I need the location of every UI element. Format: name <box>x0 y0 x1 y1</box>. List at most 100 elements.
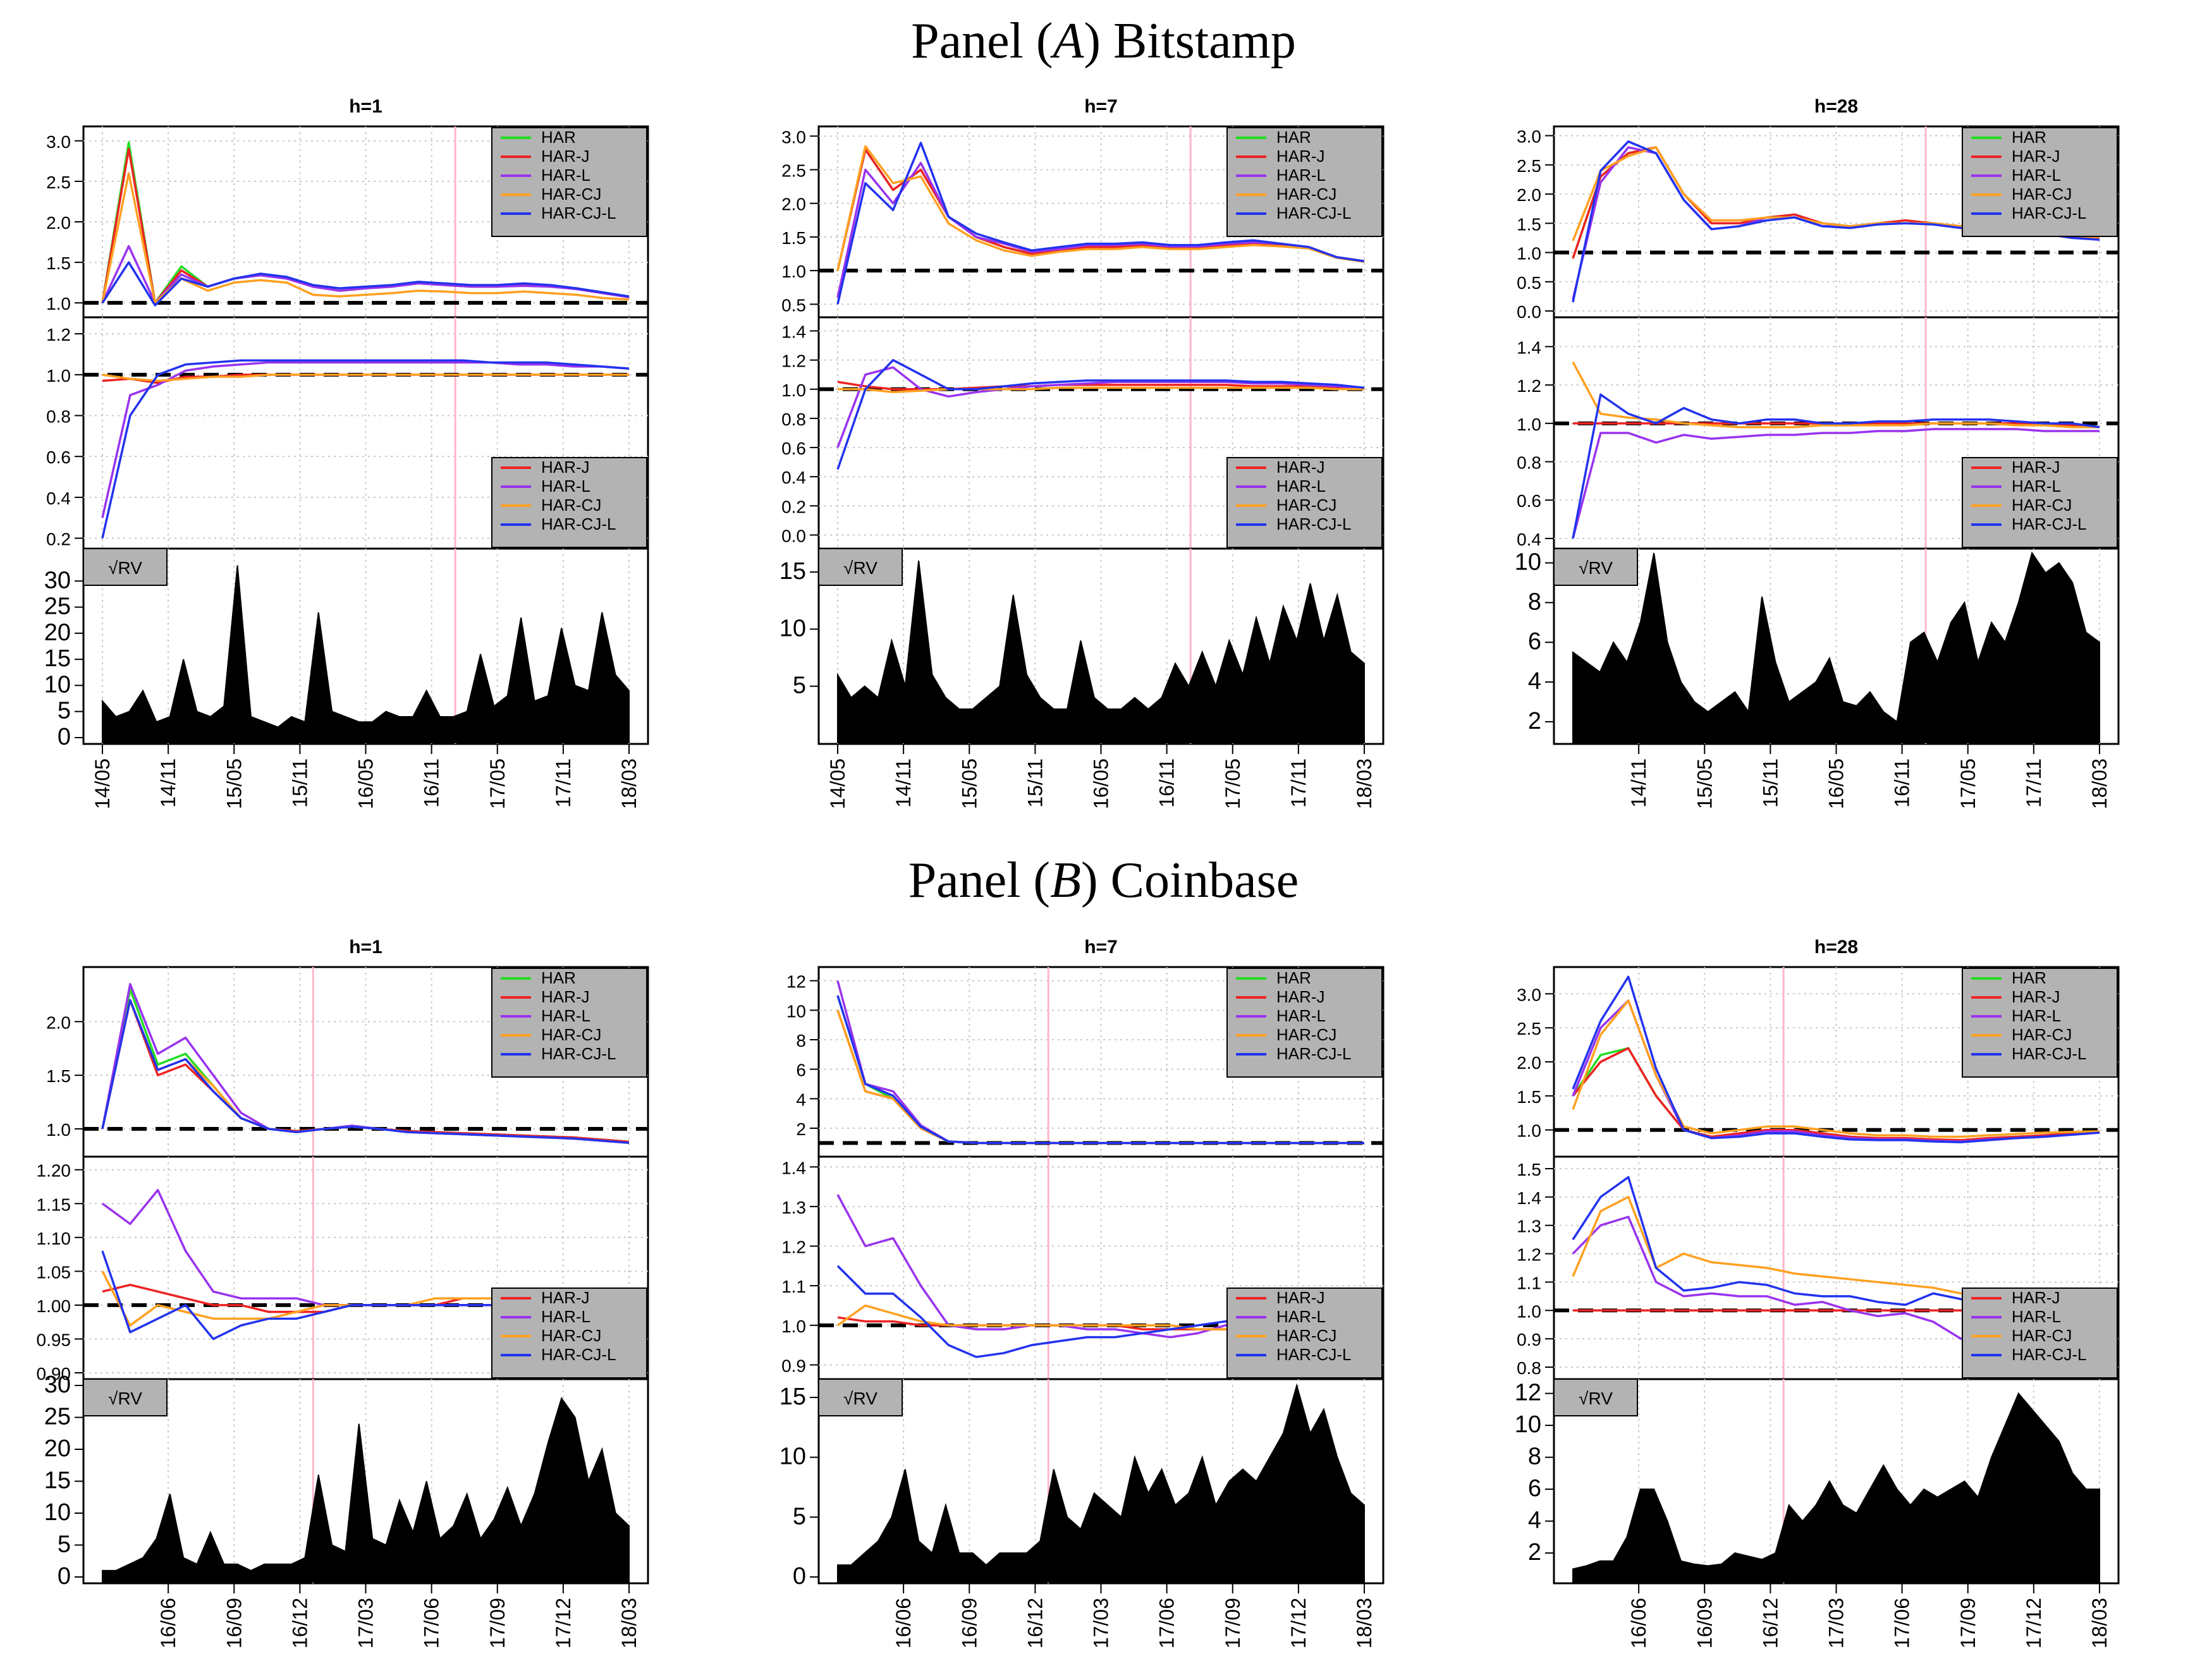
x-tick-label: 16/11 <box>1891 758 1914 808</box>
rv-label: √RV <box>1579 558 1613 578</box>
legend-label: HAR-J <box>1276 147 1325 166</box>
y-tick-label: 30 <box>44 567 71 593</box>
y-tick-label: 1.0 <box>46 1120 71 1140</box>
x-tick-label: 14/05 <box>91 758 114 809</box>
legend-label: HAR-CJ-L <box>2012 1345 2086 1364</box>
legend-box <box>1226 968 1383 1078</box>
legend-label: HAR-CJ <box>541 1326 601 1345</box>
x-tick-label: 15/05 <box>1693 758 1716 809</box>
series-har-l <box>1572 428 2100 539</box>
y-tick-label: 0.0 <box>781 526 806 545</box>
y-tick-label: 1.5 <box>1517 214 1541 234</box>
legend-box <box>491 127 647 237</box>
x-tick-label: 15/05 <box>958 758 981 809</box>
series-har-j <box>836 148 1365 271</box>
series-har-cj-l <box>101 999 630 1144</box>
rv-label: √RV <box>843 1389 877 1408</box>
legend-box <box>1226 1287 1383 1379</box>
legend-label: HAR <box>1276 968 1311 987</box>
legend-box <box>1226 127 1383 237</box>
bitstamp-h28-chart: h=280.00.51.01.52.02.53.0 HARHAR-JHAR-LHA… <box>1515 96 2120 809</box>
x-tick-label: 15/11 <box>1759 758 1782 808</box>
y-tick-label: 1.0 <box>46 294 71 313</box>
bitstamp-h1-chart: h=11.01.52.02.53.0 HARHAR-JHAR-LHAR-CJHAR… <box>44 96 649 809</box>
x-tick-label: 14/11 <box>1627 758 1650 808</box>
y-tick-label: 10 <box>1515 549 1541 576</box>
x-tick-label: 17/12 <box>2022 1598 2045 1648</box>
y-tick-label: 1.3 <box>781 1198 806 1217</box>
chart-title: h=7 <box>1084 937 1118 958</box>
y-tick-label: 3.0 <box>46 132 71 152</box>
legend-label: HAR <box>541 128 576 147</box>
y-tick-label: 6 <box>1528 628 1541 655</box>
y-tick-label: 0 <box>58 1563 71 1590</box>
legend-box <box>1962 1287 2118 1379</box>
y-tick-label: 12 <box>1515 1380 1541 1406</box>
y-tick-label: 12 <box>786 972 806 992</box>
legend-label: HAR-L <box>1276 166 1326 185</box>
x-tick-label: 16/05 <box>1090 758 1113 809</box>
x-tick-label: 17/09 <box>1957 1598 1979 1648</box>
x-tick-label: 17/03 <box>1825 1598 1848 1648</box>
y-tick-label: 1.4 <box>781 322 806 342</box>
y-tick-label: 1.1 <box>781 1277 806 1296</box>
y-tick-label: 0.2 <box>46 530 71 549</box>
bitstamp-h7-chart: h=70.51.01.52.02.53.0 HARHAR-JHAR-LHAR-CJ… <box>779 96 1385 809</box>
panel-b-prefix: Panel ( <box>908 853 1051 908</box>
legend-label: HAR-CJ <box>541 496 601 514</box>
y-tick-label: 20 <box>44 1435 71 1462</box>
x-tick-label: 16/06 <box>157 1598 180 1648</box>
chart-title: h=28 <box>1814 937 1858 958</box>
legend-label: HAR-CJ <box>1276 1326 1336 1345</box>
x-tick-label: 17/06 <box>1156 1598 1178 1648</box>
y-tick-label: 0 <box>58 724 71 750</box>
x-tick-label: 17/05 <box>486 758 509 809</box>
series-har-j <box>1572 1047 2100 1141</box>
chart-title: h=1 <box>349 937 382 958</box>
legend-label: HAR-J <box>2012 1288 2060 1307</box>
chart-title: h=7 <box>1084 96 1118 117</box>
y-tick-label: 25 <box>44 1404 71 1430</box>
x-tick-label: 16/06 <box>892 1598 915 1648</box>
x-tick-label: 17/09 <box>1221 1598 1244 1648</box>
panel-b-title: Panel (B) Coinbase <box>0 852 2207 910</box>
x-tick-label: 15/11 <box>1024 758 1046 808</box>
legend-label: HAR-J <box>541 458 590 477</box>
legend-label: HAR-L <box>2012 477 2061 496</box>
series-har-cj <box>101 172 630 304</box>
series-har-cj <box>838 386 1364 394</box>
legend-label: HAR-L <box>1276 1307 1326 1326</box>
y-tick-label: 2.0 <box>46 213 71 233</box>
y-tick-label: 0 <box>793 1563 806 1590</box>
legend-label: HAR-CJ-L <box>541 204 616 222</box>
y-tick-label: 30 <box>44 1372 71 1398</box>
y-tick-label: 2.5 <box>1517 156 1541 176</box>
x-tick-label: 14/05 <box>826 758 849 809</box>
x-tick-label: 16/11 <box>420 758 443 808</box>
legend-box <box>1962 457 2118 548</box>
legend-label: HAR-CJ <box>2012 185 2072 204</box>
y-tick-label: 0.90 <box>37 1364 71 1384</box>
legend-label: HAR-J <box>541 987 590 1006</box>
x-tick-label: 16/05 <box>1825 758 1848 809</box>
x-tick-label: 18/03 <box>618 1598 640 1648</box>
y-tick-label: 1.0 <box>1517 1121 1541 1141</box>
y-tick-label: 3.0 <box>1517 985 1541 1004</box>
y-tick-label: 5 <box>793 673 806 699</box>
y-tick-label: 10 <box>786 1001 806 1021</box>
y-tick-label: 0.6 <box>46 447 71 467</box>
rv-area <box>837 1383 1365 1583</box>
legend-label: HAR-L <box>541 1307 590 1326</box>
legend-label: HAR-J <box>1276 987 1325 1006</box>
y-tick-label: 25 <box>44 593 71 620</box>
rv-area <box>1572 1392 2100 1583</box>
legend-label: HAR-J <box>541 1288 590 1307</box>
y-tick-label: 1.20 <box>37 1161 71 1181</box>
x-tick-label: 15/05 <box>223 758 245 809</box>
series-har-j <box>837 380 1365 391</box>
y-tick-label: 15 <box>44 1468 71 1494</box>
y-tick-label: 1.2 <box>1517 1245 1541 1265</box>
y-tick-label: 8 <box>1528 588 1541 615</box>
y-tick-label: 8 <box>796 1031 806 1050</box>
y-tick-label: 1.0 <box>781 1317 806 1336</box>
